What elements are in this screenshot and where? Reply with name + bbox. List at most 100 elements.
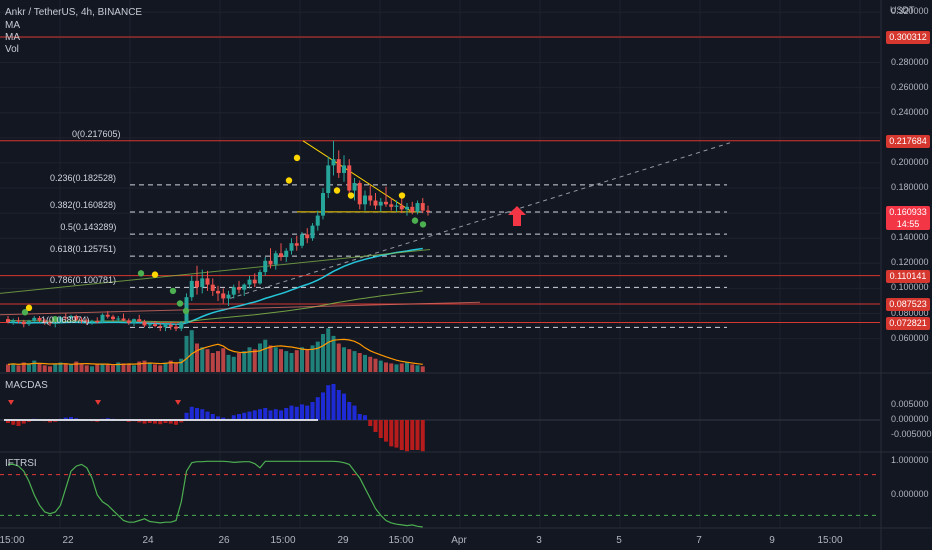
candle (205, 270, 210, 291)
volume-bar (268, 345, 273, 372)
candle-body (336, 159, 341, 173)
candle (399, 198, 404, 214)
volume-bar (16, 365, 21, 372)
candle-body (258, 272, 262, 284)
volume-bar (37, 363, 42, 372)
candle (221, 288, 226, 304)
volume-bar (105, 364, 110, 372)
candle (252, 273, 257, 288)
volume-bar (32, 360, 37, 372)
volume-bar (363, 354, 367, 372)
price-tick: 0.180000 (891, 182, 929, 192)
volume-bar (336, 343, 341, 372)
fib-label-0.382: 0.382(0.160828) (50, 200, 117, 211)
volume-bar (373, 358, 378, 372)
volume-bar (394, 364, 399, 372)
volume-bar (252, 349, 257, 372)
volume-bar (368, 356, 373, 372)
candle (100, 313, 105, 324)
time-tick: 24 (142, 535, 154, 546)
candle (384, 186, 388, 207)
candle-body (105, 314, 110, 317)
candle-body (357, 182, 362, 205)
price-tick: 0.280000 (891, 56, 929, 67)
macd-bar (179, 420, 184, 423)
macd-bar (268, 410, 273, 420)
candle-body (205, 278, 210, 285)
indicator-ma-1[interactable]: MA (5, 20, 20, 31)
currency-label: USDT (890, 5, 915, 15)
candle (300, 231, 304, 249)
candle (347, 159, 352, 196)
candle (258, 269, 262, 285)
time-tick: 3 (536, 535, 542, 546)
macd-bar (399, 420, 404, 450)
candle (63, 313, 68, 320)
volume-bar (48, 366, 52, 372)
macd-bar (415, 420, 420, 450)
macd-label[interactable]: MACDAS (5, 380, 48, 391)
macd-bar (394, 420, 399, 448)
candle (231, 284, 236, 299)
volume-bar (126, 364, 131, 372)
candle-body (100, 314, 105, 323)
indicator-ma-2[interactable]: MA (5, 32, 20, 43)
indicator-vol[interactable]: Vol (5, 44, 19, 55)
macd-bar (21, 420, 26, 424)
candle (326, 156, 331, 199)
candle-body (226, 294, 231, 299)
candle (84, 318, 89, 325)
volume-bar (389, 363, 394, 372)
macd-marker-icon (175, 400, 181, 405)
time-tick: 5 (616, 535, 622, 546)
countdown: 14:55 (896, 218, 920, 229)
candle (284, 248, 289, 263)
price-tag: 0.072821 (886, 316, 930, 330)
candle (357, 180, 362, 210)
candle-body (132, 319, 136, 323)
candle-body (121, 318, 126, 321)
macd-bar (247, 411, 252, 420)
volume-bar (216, 351, 220, 372)
candle-body (231, 287, 236, 295)
candle-body (378, 201, 383, 206)
rsi-label[interactable]: IFTRSI (5, 458, 37, 469)
candle (268, 248, 273, 269)
candle-body (410, 206, 415, 212)
candle (247, 275, 252, 289)
volume-bar (384, 362, 388, 372)
candle (32, 316, 37, 323)
candle (405, 203, 409, 216)
volume-bar (321, 334, 325, 372)
signal-dot (293, 154, 301, 162)
macd-bar (258, 409, 262, 420)
volume-bar (69, 364, 73, 372)
candle (179, 321, 184, 332)
signal-dot (169, 287, 177, 295)
price-tick: 0.140000 (891, 232, 929, 243)
candle-body (168, 324, 173, 327)
signal-dot (137, 270, 145, 277)
volume-bar (179, 358, 184, 372)
symbol-title[interactable]: Ankr / TetherUS, 4h, BINANCE (5, 7, 143, 18)
volume-bar (21, 362, 26, 372)
volume-bar (242, 351, 247, 372)
candle (79, 317, 84, 324)
price-tick: 0.120000 (891, 257, 929, 268)
candles (6, 140, 430, 332)
candle-body (195, 280, 199, 288)
candle (189, 275, 194, 301)
macd-bar (310, 402, 315, 420)
price-tag: 0.300312 (886, 31, 930, 44)
candle-body (48, 322, 52, 324)
candle-body (58, 317, 63, 323)
candle (378, 198, 383, 212)
candle (216, 285, 220, 301)
macd-tick: 0.005000 (891, 399, 929, 409)
candle (16, 317, 21, 324)
resistance-lines (0, 36, 880, 324)
macd-bar (163, 420, 168, 423)
price-tick: 0.320000 (891, 6, 929, 17)
macd-bar (153, 420, 157, 424)
